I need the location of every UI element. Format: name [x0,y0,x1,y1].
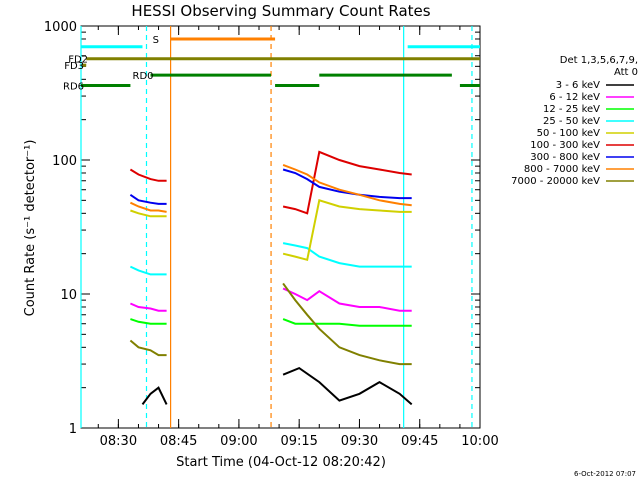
series-line [129,168,167,182]
x-tick-label: 08:45 [160,434,197,449]
series-line [129,265,167,276]
series-line [282,287,412,312]
legend-entry-label: 300 - 800 keV [530,152,600,163]
y-tick-label: 1 [69,422,77,437]
series-line [282,318,412,327]
x-tick-label: 09:00 [220,434,257,449]
y-tick-label: 10 [60,288,77,303]
x-tick-label: 09:15 [280,434,317,449]
legend-entry-label: 7000 - 20000 keV [511,176,600,187]
flag-bar-label: S [153,35,159,46]
series-line [282,242,412,268]
series-line [282,199,412,262]
y-tick-label: 1000 [44,20,77,35]
series-line [129,193,167,205]
series-line [282,168,412,200]
legend-entry-label: 12 - 25 keV [543,104,600,115]
legend-entry-label: 100 - 300 keV [530,140,600,151]
series-line [130,318,167,325]
x-tick-label: 10:00 [461,434,498,449]
chart-title: HESSI Observing Summary Count Rates [131,2,430,20]
series-line [129,339,167,357]
flag-bar-label: FD2 [68,55,88,66]
legend-header: Det 1,3,5,6,7,9, [560,55,638,66]
series-line [282,163,412,207]
series-line [141,386,168,406]
footer-timestamp: 6-Oct-2012 07:07 [574,470,636,478]
series-line [282,366,413,406]
series-line [130,302,167,312]
plot-area: 1 10 100 1000 08:30 08:45 09:00 09:15 09:30 09:45… [44,20,499,449]
legend-entry-label: 50 - 100 keV [537,128,601,139]
flag-bar-label: RD0 [133,71,154,82]
y-tick-label: 100 [52,154,77,169]
flag-bar-label: RD6 [63,81,84,92]
series-line [282,150,412,215]
legend-entry-label: 6 - 12 keV [549,92,600,103]
flag-bar-label: FD3 [64,61,84,72]
legend-entry-label: 3 - 6 keV [556,80,600,91]
legend-entry-label: 800 - 7000 keV [524,164,600,175]
x-tick-label: 09:30 [341,434,378,449]
x-tick-label: 08:30 [100,434,137,449]
legend-header: Att 0 [614,67,638,78]
y-axis-label: Count Rate (s⁻¹ detector⁻¹) [23,140,38,317]
x-axis-label: Start Time (04-Oct-12 08:20:42) [176,455,386,470]
series-line [282,282,412,366]
series-line [129,201,167,213]
series-line [130,209,167,218]
legend-entry-label: 25 - 50 keV [543,116,600,127]
x-tick-label: 09:45 [401,434,438,449]
